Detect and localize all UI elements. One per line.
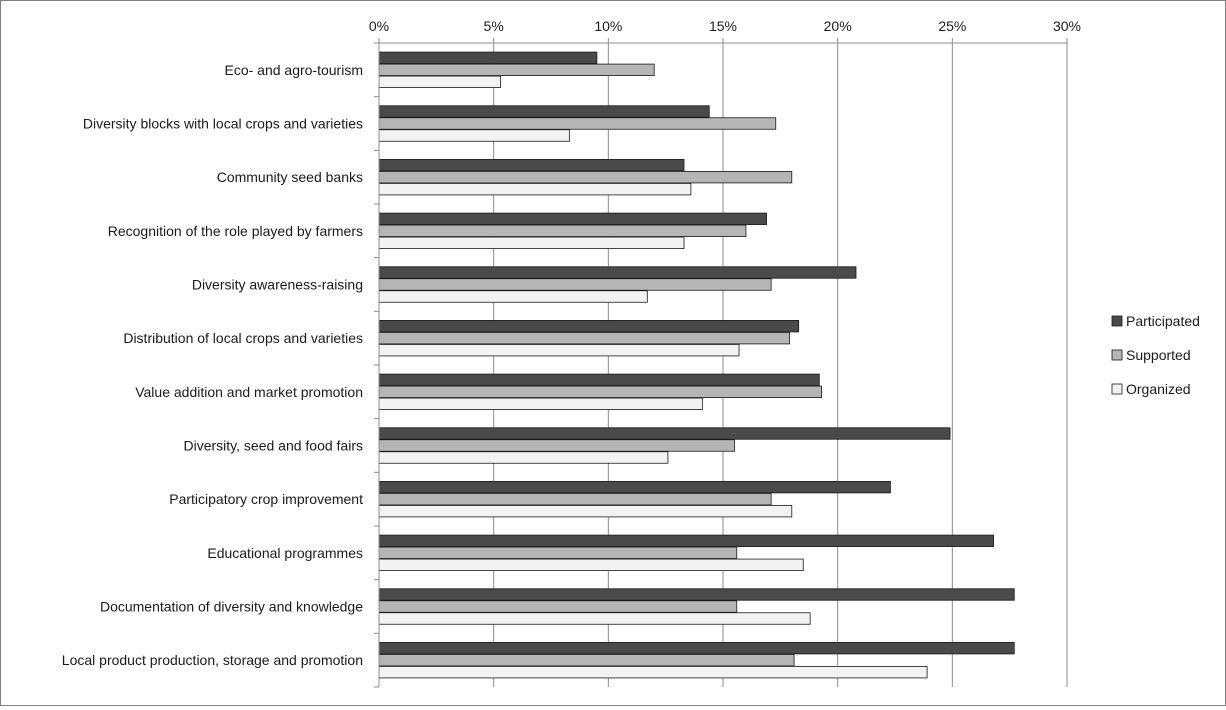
bar-participated	[378, 534, 995, 547]
x-tick-label: 5%	[484, 18, 504, 34]
bar-supported	[378, 654, 795, 667]
bar-supported	[378, 117, 777, 130]
legend-label-organized: Organized	[1126, 381, 1191, 397]
bar-organized	[378, 290, 648, 303]
bar-participated	[378, 105, 710, 118]
category-labels: Eco- and agro-tourism Diversity blocks wi…	[62, 62, 363, 668]
category-label: Diversity blocks with local crops and va…	[83, 116, 363, 132]
bar-organized	[378, 558, 804, 571]
bar-organized	[378, 612, 811, 625]
legend-swatch-participated	[1111, 315, 1123, 327]
category-label: Value addition and market promotion	[135, 384, 363, 400]
bar-participated	[378, 159, 685, 172]
axis	[374, 38, 1068, 688]
bar-supported	[378, 493, 772, 506]
bar-participated	[378, 266, 857, 279]
bar-participated	[378, 373, 820, 386]
bar-supported	[378, 171, 793, 184]
x-tick-label: 30%	[1053, 18, 1081, 34]
bar-organized	[378, 666, 928, 679]
category-label: Local product production, storage and pr…	[62, 652, 363, 668]
bar-supported	[378, 439, 735, 452]
bar-supported	[378, 600, 738, 613]
x-tick-label: 10%	[594, 18, 622, 34]
bar-organized	[378, 183, 692, 196]
bar-participated	[378, 481, 891, 494]
bar-organized	[378, 397, 703, 410]
x-tick-label: 20%	[824, 18, 852, 34]
bar-organized	[378, 344, 740, 357]
category-label: Eco- and agro-tourism	[224, 62, 363, 78]
category-label: Community seed banks	[217, 169, 363, 185]
legend-swatch-organized	[1111, 383, 1123, 395]
x-tick-label: 0%	[369, 18, 389, 34]
bars	[378, 51, 1015, 679]
bar-participated	[378, 642, 1015, 655]
category-label: Educational programmes	[207, 545, 363, 561]
legend-label-supported: Supported	[1126, 347, 1191, 363]
bar-supported	[378, 332, 790, 345]
bar-supported	[378, 224, 747, 237]
legend-label-participated: Participated	[1126, 313, 1200, 329]
bar-organized	[378, 129, 570, 142]
category-label: Diversity, seed and food fairs	[184, 438, 364, 454]
bar-supported	[378, 546, 738, 559]
bar-participated	[378, 427, 951, 440]
bar-organized	[378, 236, 685, 249]
category-label: Documentation of diversity and knowledge	[100, 599, 363, 615]
category-label: Diversity awareness-raising	[192, 277, 363, 293]
gridlines	[493, 43, 1068, 687]
bar-supported	[378, 278, 772, 291]
x-tick-label: 15%	[709, 18, 737, 34]
bar-participated	[378, 212, 767, 225]
bar-organized	[378, 75, 501, 88]
bar-supported	[378, 385, 823, 398]
bar-participated	[378, 588, 1015, 601]
bar-organized	[378, 451, 669, 464]
x-tick-label: 25%	[938, 18, 966, 34]
category-label: Recognition of the role played by farmer…	[108, 223, 363, 239]
bar-supported	[378, 63, 655, 76]
category-label: Distribution of local crops and varietie…	[123, 330, 363, 346]
bar-organized	[378, 505, 793, 518]
bar-participated	[378, 51, 598, 64]
legend-swatch-supported	[1111, 349, 1123, 361]
bar-participated	[378, 320, 800, 333]
category-label: Participatory crop improvement	[169, 491, 363, 507]
legend: Participated Supported Organized	[1111, 313, 1200, 397]
x-tick-labels: 0% 5% 10% 15% 20% 25% 30%	[369, 18, 1081, 34]
